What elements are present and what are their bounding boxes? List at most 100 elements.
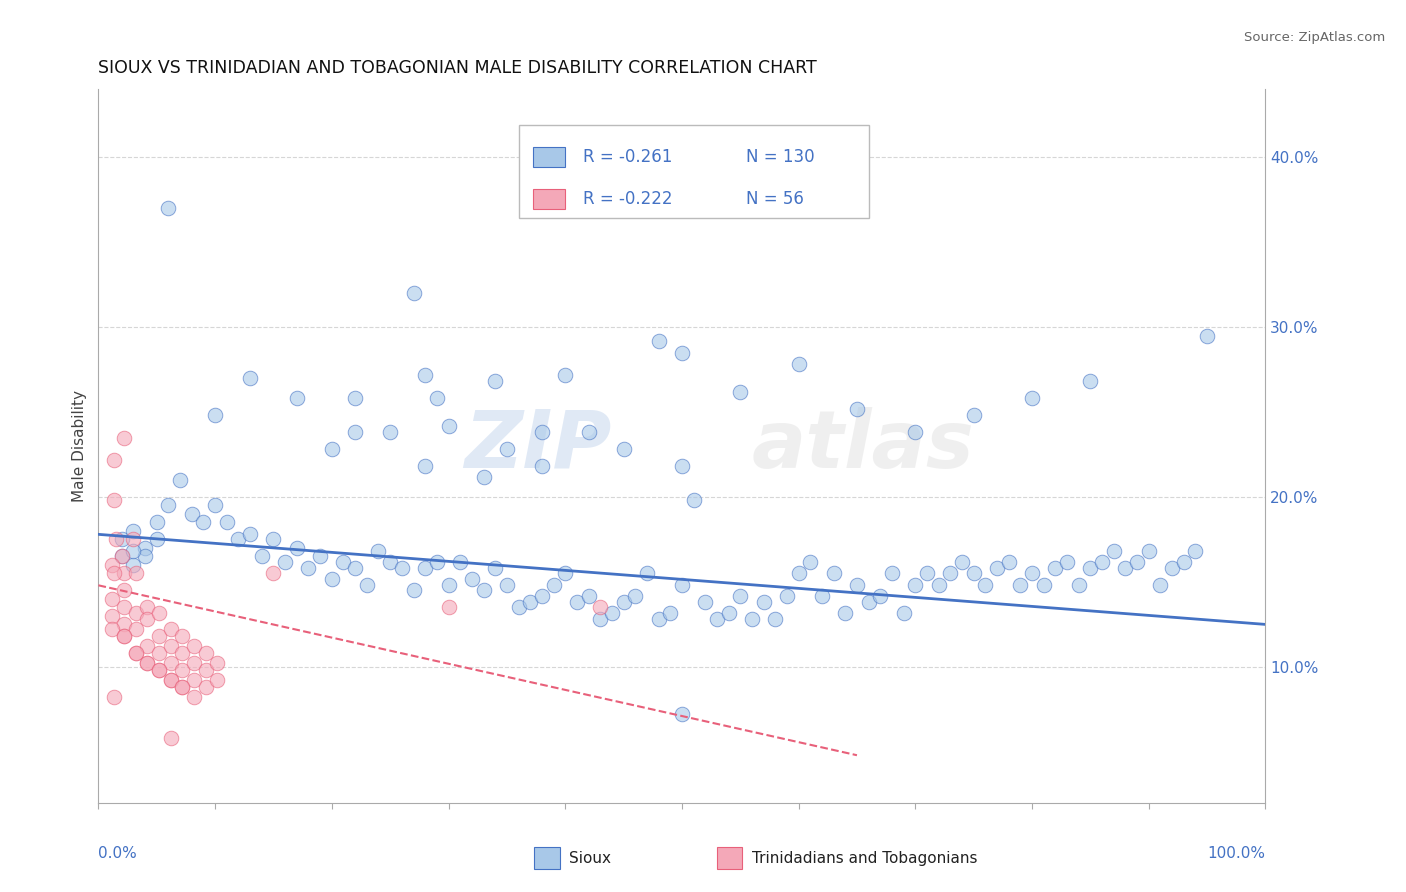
Point bbox=[274, 555, 297, 569]
Point bbox=[659, 606, 682, 620]
Point bbox=[578, 589, 600, 603]
Point bbox=[647, 612, 669, 626]
Point bbox=[172, 629, 194, 643]
Point bbox=[636, 566, 658, 581]
Point bbox=[194, 680, 217, 694]
Point bbox=[101, 608, 124, 623]
Point bbox=[1080, 561, 1102, 575]
Point bbox=[134, 541, 156, 555]
Point bbox=[671, 345, 693, 359]
Point bbox=[880, 566, 903, 581]
Point bbox=[103, 566, 125, 581]
Point bbox=[183, 673, 205, 688]
Point bbox=[787, 358, 810, 372]
Point bbox=[112, 629, 135, 643]
Point bbox=[1010, 578, 1032, 592]
Text: 100.0%: 100.0% bbox=[1208, 846, 1265, 861]
Point bbox=[986, 561, 1008, 575]
Bar bbox=[533, 147, 565, 168]
Point bbox=[1137, 544, 1160, 558]
Text: Trinidadians and Tobagonians: Trinidadians and Tobagonians bbox=[752, 851, 977, 865]
Point bbox=[159, 731, 181, 746]
Point bbox=[159, 640, 181, 654]
Point bbox=[1149, 578, 1171, 592]
Point bbox=[613, 442, 636, 457]
Point bbox=[344, 425, 367, 440]
Point bbox=[530, 589, 553, 603]
Point bbox=[103, 690, 125, 705]
Point bbox=[159, 673, 181, 688]
Text: N = 130: N = 130 bbox=[747, 148, 814, 166]
Point bbox=[262, 566, 284, 581]
Text: 0.0%: 0.0% bbox=[98, 846, 138, 861]
Point bbox=[136, 657, 159, 671]
Point bbox=[846, 578, 869, 592]
Point bbox=[136, 657, 159, 671]
Point bbox=[997, 555, 1019, 569]
Point bbox=[380, 555, 402, 569]
Point bbox=[125, 623, 148, 637]
Point bbox=[183, 690, 205, 705]
Point bbox=[148, 646, 170, 660]
Text: R = -0.261: R = -0.261 bbox=[582, 148, 672, 166]
Point bbox=[148, 663, 170, 677]
Point bbox=[172, 663, 194, 677]
Point bbox=[730, 589, 752, 603]
Point bbox=[472, 469, 495, 483]
Point bbox=[741, 612, 763, 626]
Point bbox=[111, 549, 134, 564]
Point bbox=[103, 493, 125, 508]
Point bbox=[682, 493, 704, 508]
Point bbox=[426, 392, 449, 406]
Point bbox=[437, 418, 460, 433]
Point bbox=[112, 617, 135, 632]
Point bbox=[285, 392, 308, 406]
Point bbox=[962, 409, 984, 423]
Point bbox=[776, 589, 799, 603]
Point bbox=[125, 606, 148, 620]
Point bbox=[858, 595, 880, 609]
Point bbox=[125, 646, 148, 660]
Point bbox=[846, 401, 869, 416]
Point bbox=[103, 452, 125, 467]
Text: Sioux: Sioux bbox=[569, 851, 612, 865]
Point bbox=[193, 516, 215, 530]
Point bbox=[1173, 555, 1195, 569]
Point bbox=[1021, 566, 1043, 581]
Point bbox=[122, 544, 145, 558]
Point bbox=[449, 555, 471, 569]
Point bbox=[426, 555, 449, 569]
Point bbox=[380, 425, 402, 440]
Point bbox=[402, 286, 425, 301]
Point bbox=[928, 578, 950, 592]
Point bbox=[413, 459, 436, 474]
Text: R = -0.222: R = -0.222 bbox=[582, 190, 672, 208]
Point bbox=[904, 578, 927, 592]
Point bbox=[367, 544, 389, 558]
Point bbox=[1126, 555, 1149, 569]
Point bbox=[204, 499, 226, 513]
Point bbox=[148, 663, 170, 677]
Point bbox=[1195, 328, 1218, 343]
Point bbox=[172, 646, 194, 660]
Point bbox=[624, 589, 647, 603]
Point bbox=[112, 600, 135, 615]
Point bbox=[589, 612, 612, 626]
Text: ZIP: ZIP bbox=[464, 407, 612, 485]
Text: Source: ZipAtlas.com: Source: ZipAtlas.com bbox=[1244, 31, 1385, 45]
Point bbox=[752, 595, 775, 609]
Point bbox=[204, 409, 226, 423]
Bar bbox=[533, 189, 565, 209]
Point bbox=[565, 595, 588, 609]
Point bbox=[112, 583, 135, 598]
Point bbox=[172, 680, 194, 694]
Point bbox=[437, 578, 460, 592]
Y-axis label: Male Disability: Male Disability bbox=[72, 390, 87, 502]
Point bbox=[262, 533, 284, 547]
Point bbox=[1080, 375, 1102, 389]
Point bbox=[194, 663, 217, 677]
Point bbox=[332, 555, 354, 569]
Point bbox=[893, 606, 915, 620]
Point bbox=[730, 384, 752, 399]
Point bbox=[402, 583, 425, 598]
